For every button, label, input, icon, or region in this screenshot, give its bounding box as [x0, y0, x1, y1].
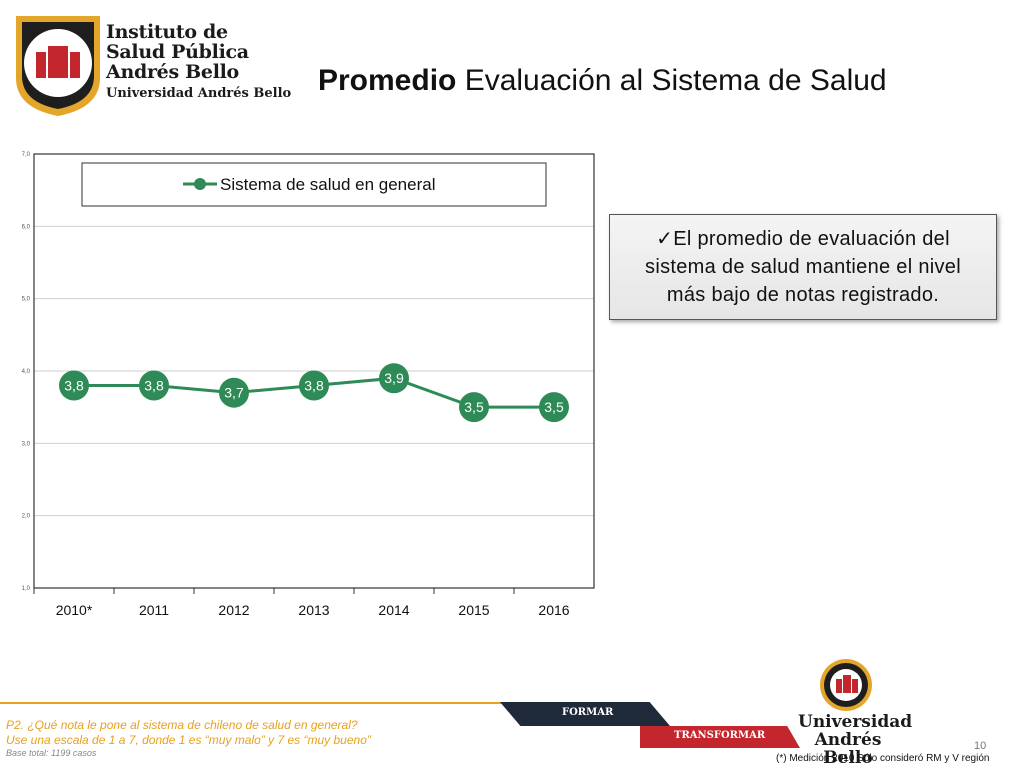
ub-line-2: Andrés Bello [814, 730, 882, 768]
ribbon-transformar-label: TRANSFORMAR [674, 730, 766, 741]
x-tick-label: 2014 [378, 602, 409, 618]
data-point [59, 370, 89, 401]
x-axis: 2010* 2011 2012 2013 2014 2015 2016 [33, 588, 570, 618]
title-rest: Evaluación al Sistema de Salud [456, 64, 887, 97]
footer-divider [0, 702, 520, 704]
data-point [539, 392, 569, 423]
university-crest-icon [820, 659, 872, 711]
x-tick-label: 2011 [139, 602, 169, 618]
data-points: 3,8 3,8 3,7 3,8 3,9 3,5 3,5 [59, 363, 569, 423]
sample-base: Base total: 1199 casos [6, 748, 97, 758]
ribbon-formar [500, 702, 670, 726]
data-label: 3,8 [304, 377, 324, 393]
legend-label: Sistema de salud en general [220, 175, 435, 194]
data-point [459, 392, 489, 423]
y-tick-label: 7,0 [22, 152, 31, 158]
ribbon-formar-label: FORMAR [562, 707, 614, 718]
page-title: Promedio Evaluación al Sistema de Salud [318, 64, 887, 98]
footnote: (*) Medición 2010 Sólo consideró RM y V … [776, 753, 990, 764]
data-point [379, 363, 409, 394]
page-number: 10 [974, 740, 987, 752]
callout-text: ✓El promedio de evaluación del sistema d… [645, 228, 961, 306]
y-tick-label: 2,0 [22, 514, 31, 520]
data-label: 3,5 [544, 399, 564, 415]
x-tick-label: 2012 [218, 602, 249, 618]
data-point [139, 370, 169, 401]
question-line-2: Use una escala de 1 a 7, donde 1 es “muy… [6, 733, 371, 747]
logo-line-2: Salud Pública [106, 41, 249, 63]
institute-name: Instituto de Salud Pública Andrés Bello … [106, 22, 291, 101]
y-axis: 1,0 2,0 3,0 4,0 5,0 6,0 7,0 [22, 152, 31, 592]
x-tick-label: 2016 [538, 602, 569, 618]
line-chart: 1,02,03,04,05,06,07,0 2010* 2011 2012 2013 2… [22, 152, 595, 618]
institute-logo [8, 8, 288, 118]
data-point [299, 370, 329, 401]
y-tick-label: 3,0 [22, 441, 31, 447]
data-label: 3,8 [144, 377, 164, 393]
shield-logo-icon [16, 16, 100, 116]
insight-callout: ✓El promedio de evaluación del sistema d… [609, 214, 997, 320]
legend-swatch-marker [194, 178, 206, 190]
y-tick-label: 5,0 [22, 297, 31, 303]
y-tick-label: 1,0 [22, 586, 31, 592]
legend: Sistema de salud en general [81, 162, 547, 207]
question-line-1: P2. ¿Qué nota le pone al sistema de chil… [6, 718, 358, 732]
ribbon-transformar [640, 726, 800, 748]
survey-question: P2. ¿Qué nota le pone al sistema de chil… [6, 718, 506, 748]
data-label: 3,9 [384, 370, 404, 386]
y-tick-label: 4,0 [22, 369, 31, 375]
logo-line-3: Andrés Bello [106, 61, 239, 83]
legend-box [81, 162, 547, 207]
data-point [219, 377, 249, 408]
data-label: 3,5 [464, 399, 484, 415]
university-name: Universidad Andrés Bello [798, 712, 913, 768]
title-bold: Promedio [318, 64, 457, 97]
x-tick-label: 2015 [458, 602, 489, 618]
data-label: 3,8 [64, 377, 84, 393]
logo-subtitle: Universidad Andrés Bello [106, 86, 292, 101]
y-tick-label: 6,0 [22, 224, 31, 230]
x-tick-label: 2010* [56, 602, 93, 618]
x-tick-label: 2013 [298, 602, 329, 618]
university-logo [800, 655, 910, 755]
ub-line-1: Universidad [798, 712, 913, 732]
logo-line-1: Instituto de [106, 21, 228, 43]
plot-frame [33, 153, 595, 589]
data-label: 3,7 [224, 385, 244, 401]
